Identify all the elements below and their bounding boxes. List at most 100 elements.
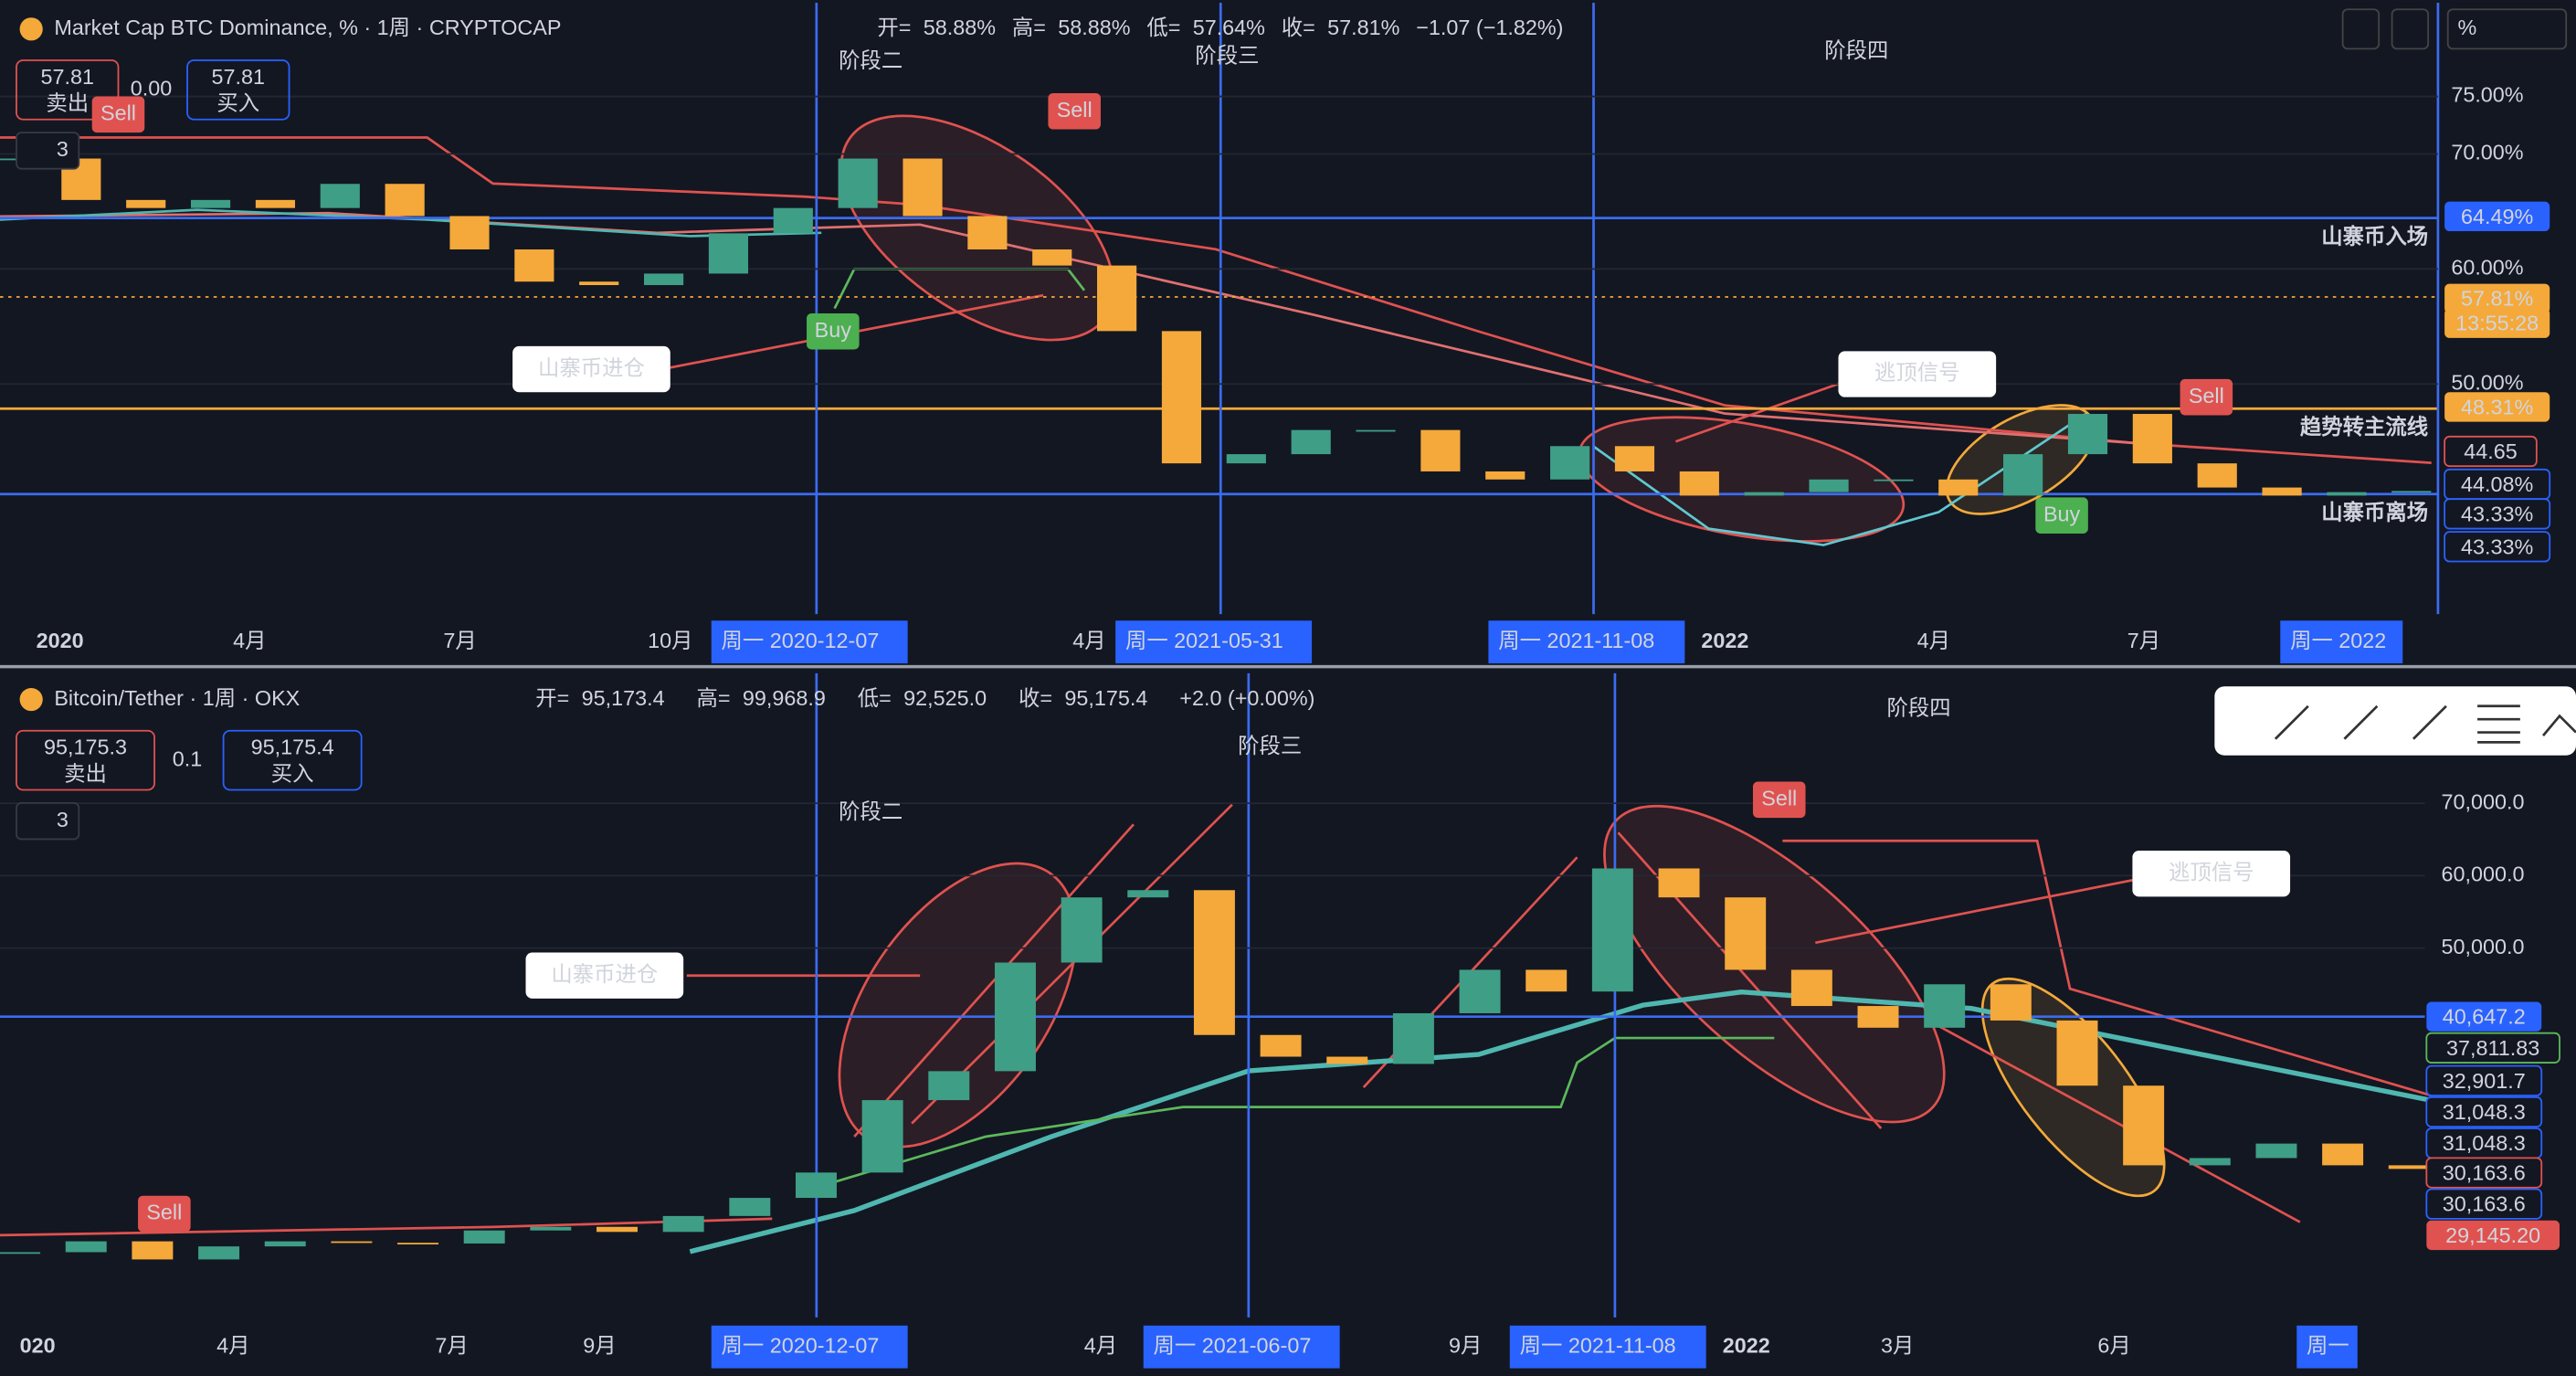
y-tick-label: 70.00%	[2451, 141, 2523, 164]
ohlc-change: +2.0 (+0.00%)	[1179, 686, 1314, 710]
candle	[2388, 1165, 2430, 1170]
x-axis-label: 周一 2022	[2290, 629, 2386, 652]
ohlc-label: 收=	[1019, 686, 1052, 710]
candle	[1725, 897, 1767, 970]
candle	[2056, 1020, 2098, 1086]
sell-button[interactable]	[16, 729, 155, 791]
candle	[463, 1230, 505, 1244]
indicator-toggle[interactable]	[16, 801, 80, 841]
price-tag: 44.65	[2464, 439, 2518, 463]
x-axis-label: 4月	[216, 1333, 249, 1357]
candle	[514, 249, 554, 282]
candle	[1392, 1012, 1434, 1064]
y-tick-label: 50.00%	[2451, 370, 2523, 394]
tool-icon[interactable]	[2274, 704, 2309, 740]
ohlc-label: 低=	[1146, 16, 1180, 39]
x-axis-label: 9月	[583, 1333, 616, 1357]
candle	[1459, 969, 1501, 1013]
toolbar-bg	[2214, 686, 2576, 756]
tool-icon[interactable]	[2477, 704, 2520, 744]
pointer	[1815, 875, 2149, 945]
x-axis-label: 周一 2021-06-07	[1154, 1333, 1312, 1357]
buy-price: 95,175.4	[251, 736, 334, 759]
indicator-toggle[interactable]	[16, 132, 80, 170]
candle	[1938, 479, 1979, 496]
price-tag: 32,901.7	[2443, 1069, 2526, 1093]
candle	[1679, 471, 1719, 496]
candle	[449, 216, 490, 249]
ohlc-label: 开=	[535, 686, 569, 710]
button[interactable]	[2341, 8, 2381, 50]
trend-line	[1929, 1020, 2301, 1223]
tool-icon[interactable]	[2343, 704, 2379, 740]
sell-price: 95,175.3	[44, 736, 127, 759]
x-axis-label: 6月	[2097, 1333, 2130, 1357]
candle	[1857, 1006, 1899, 1028]
candle	[708, 233, 749, 274]
candle	[1061, 897, 1103, 963]
level-label: 山寨币离场	[2321, 500, 2428, 524]
price-tag: 37,811.83	[2446, 1036, 2539, 1060]
tool-icon[interactable]	[2412, 704, 2447, 740]
buy-button[interactable]	[186, 59, 290, 121]
x-axis-label: 7月	[2127, 629, 2160, 652]
price-tag-bg	[2444, 531, 2551, 563]
candle	[397, 1243, 439, 1244]
unit-label: %	[2458, 16, 2477, 39]
candle	[729, 1198, 771, 1216]
x-highlight	[711, 1325, 908, 1369]
price-tag-bg	[2426, 1220, 2560, 1251]
candle	[1127, 890, 1169, 898]
drawing-toolbar	[2214, 686, 2576, 756]
signal-label: Buy	[815, 318, 852, 342]
tool-icon[interactable]	[2541, 714, 2576, 737]
symbol-icon	[19, 688, 43, 712]
ohlc-value: 92,525.0	[903, 686, 987, 710]
candle	[2189, 1158, 2231, 1166]
indicator-count: 3	[57, 137, 69, 161]
candle	[1809, 479, 1849, 492]
x-highlight	[1143, 1325, 1340, 1369]
candle	[1550, 446, 1590, 480]
candle	[644, 273, 684, 286]
ohlc-label: 高=	[1012, 16, 1046, 39]
y-tick-label: 60.00%	[2451, 256, 2523, 280]
x-highlight	[2280, 620, 2403, 664]
ohlc-value: 58.88%	[924, 16, 996, 39]
candle	[2255, 1143, 2297, 1159]
x-highlight	[2296, 1325, 2358, 1369]
buy-button[interactable]	[222, 729, 363, 791]
candle	[1744, 492, 1784, 496]
candle	[2067, 414, 2108, 455]
candle	[795, 1172, 837, 1199]
price-tag-bg	[2444, 283, 2550, 313]
signal-bg	[1752, 781, 1806, 819]
level-label: 山寨币入场	[2321, 223, 2428, 248]
button[interactable]	[2391, 8, 2430, 50]
signal-bg	[2035, 497, 2088, 534]
sell-button[interactable]	[16, 59, 120, 121]
candle	[2123, 1085, 2165, 1166]
indicator-count: 3	[57, 808, 69, 831]
price-tag: 43.33%	[2461, 535, 2533, 558]
price-tag: 40,647.2	[2443, 1005, 2526, 1029]
candle	[198, 1246, 240, 1260]
candle	[385, 184, 425, 217]
signal-label: Sell	[100, 101, 136, 125]
unit-box[interactable]	[2446, 8, 2568, 50]
signal-label: Sell	[2189, 384, 2224, 408]
candle	[132, 1241, 174, 1260]
x-axis-label: 周一 2020-12-07	[722, 629, 880, 652]
band-line	[0, 136, 2432, 464]
candle	[264, 1241, 306, 1247]
x-axis-label: 7月	[435, 1333, 468, 1357]
ohlc-value: 99,968.9	[743, 686, 826, 710]
x-axis-label: 周一 2021-11-08	[1498, 629, 1654, 652]
note-text: 逃顶信号	[2169, 860, 2254, 884]
note-text: 逃顶信号	[1874, 361, 1960, 385]
sell-label: 卖出	[46, 91, 89, 115]
x-axis-label: 周一 2021-05-31	[1125, 629, 1283, 652]
price-tag: 31,048.3	[2443, 1131, 2526, 1155]
candle	[1526, 969, 1568, 992]
ohlc-value: 95,173.4	[582, 686, 665, 710]
